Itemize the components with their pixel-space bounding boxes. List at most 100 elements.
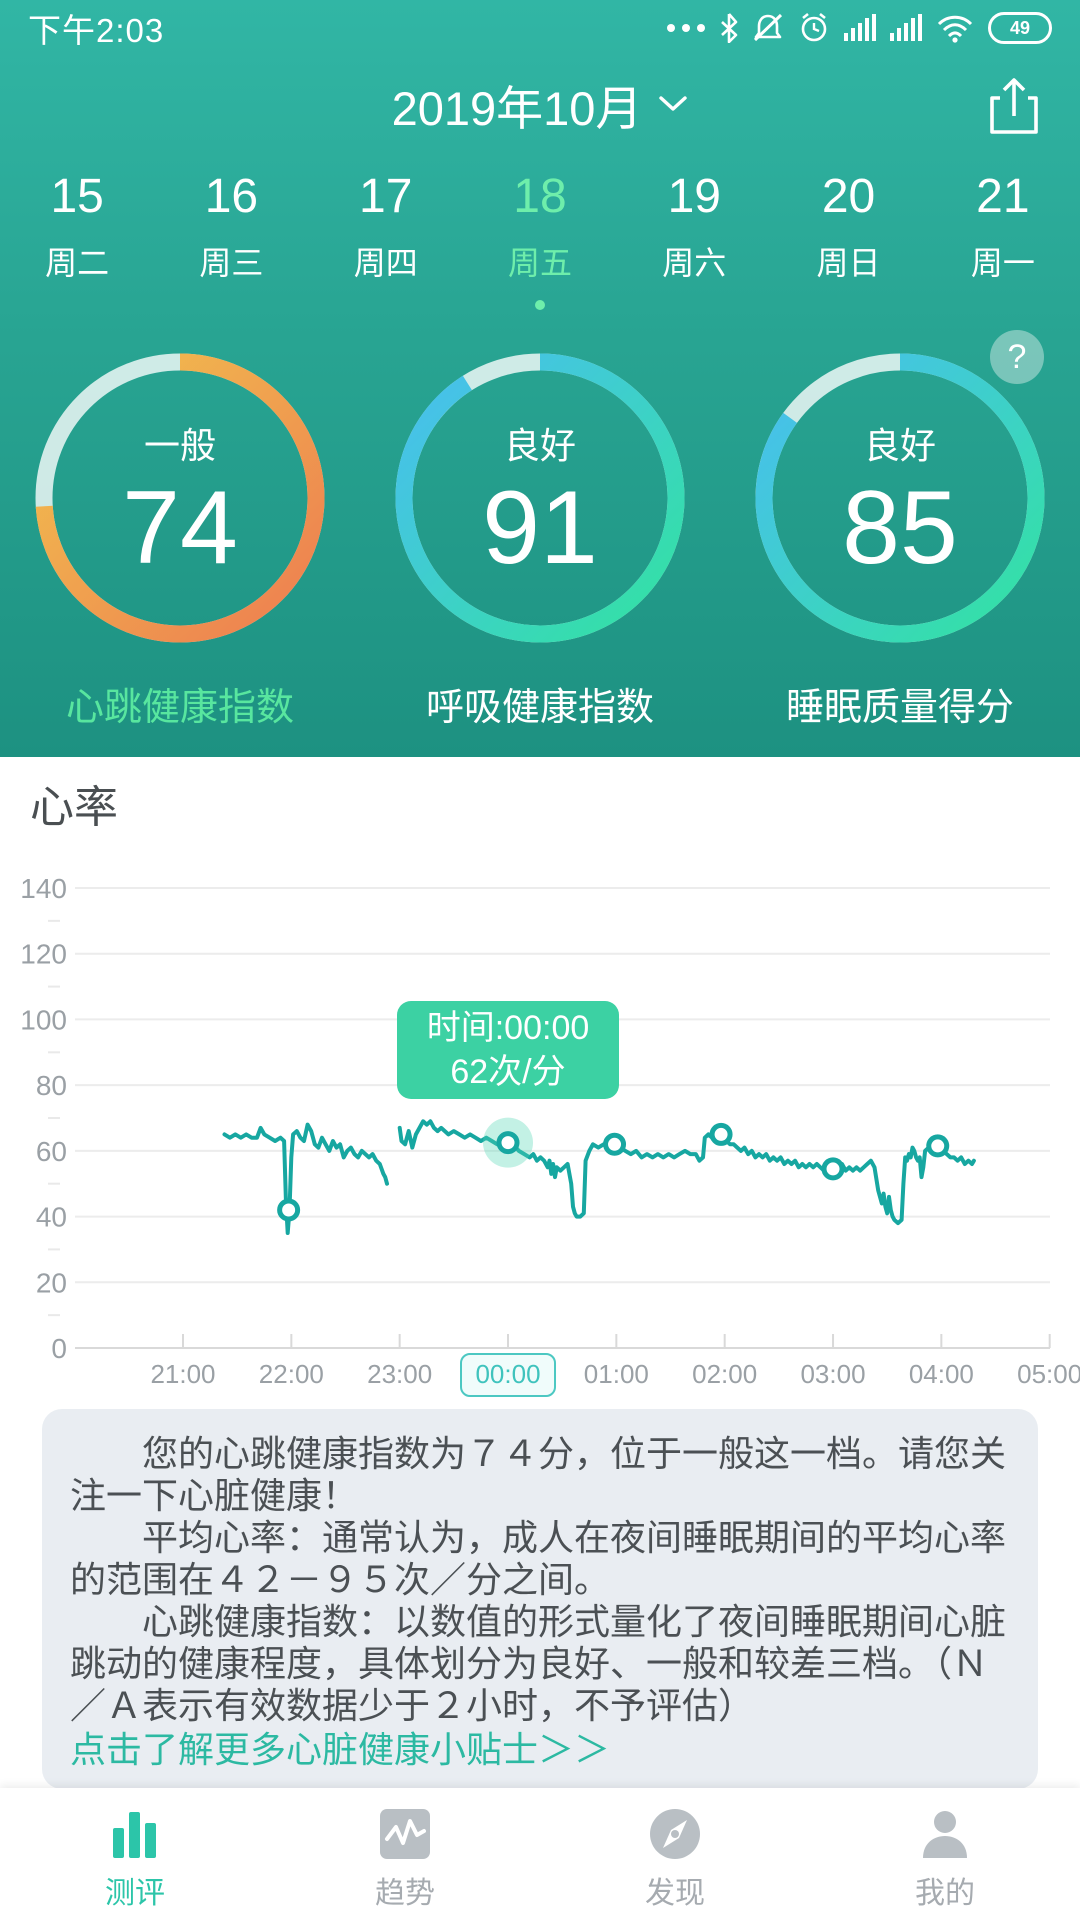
signal-icon <box>844 14 876 41</box>
day-number: 16 <box>204 170 259 223</box>
day-16[interactable]: 16 周三 <box>154 168 308 310</box>
svg-text:100: 100 <box>20 1004 67 1035</box>
info-paragraph-1: 您的心跳健康指数为７４分，位于一般这一档。请您关注一下心脏健康！ <box>70 1433 1007 1516</box>
day-weekday: 周日 <box>816 245 881 281</box>
svg-text:22:00: 22:00 <box>259 1359 324 1389</box>
more-dots-icon <box>667 24 705 32</box>
selected-day-dot <box>72 300 82 310</box>
svg-text:120: 120 <box>20 939 67 970</box>
svg-text:03:00: 03:00 <box>800 1359 865 1389</box>
battery-icon: 49 <box>988 12 1052 44</box>
chevron-down-icon[interactable] <box>658 95 688 113</box>
day-weekday: 周六 <box>662 245 727 281</box>
selected-day-dot <box>998 300 1008 310</box>
day-number: 19 <box>667 170 721 223</box>
compass-icon <box>650 1809 700 1859</box>
gauge-score: 91 <box>482 470 598 586</box>
day-number: 18 <box>513 170 567 223</box>
selected-day-dot <box>226 300 236 310</box>
person-icon <box>923 1811 967 1858</box>
day-weekday: 周一 <box>970 245 1035 281</box>
wifi-icon <box>937 15 973 43</box>
share-button[interactable] <box>982 72 1046 145</box>
day-20[interactable]: 20 周日 <box>771 168 925 310</box>
heart-health-label[interactable]: 心跳健康指数 <box>65 687 294 729</box>
share-icon <box>990 78 1038 134</box>
alarm-clock-icon <box>801 12 827 42</box>
bar-chart-icon <box>113 1812 156 1858</box>
status-bar: 下午2:03 <box>0 0 1080 56</box>
health-info-panel: 您的心跳健康指数为７４分，位于一般这一档。请您关注一下心脏健康！ 平均心率：通常… <box>42 1409 1038 1789</box>
info-paragraph-3: 心跳健康指数：以数值的形式量化了夜间睡眠期间心脏跳动的健康程度，具体划分为良好、… <box>70 1601 1007 1726</box>
day-21[interactable]: 21 周一 <box>926 168 1080 310</box>
nav-label: 发现 <box>645 1877 705 1910</box>
gauge-status: 一般 <box>143 425 216 466</box>
heart-rate-section: 心率 0 20 40 60 80 100 120 140 21:00 22:00 23:00 00:0… <box>0 757 1080 1412</box>
bluetooth-icon <box>721 13 738 43</box>
day-15[interactable]: 15 周二 <box>0 168 154 310</box>
gauge-status: 良好 <box>863 425 936 466</box>
nav-tab-evaluation[interactable]: 测评 <box>0 1788 270 1920</box>
gauge-status: 良好 <box>503 425 576 466</box>
tooltip-time: 时间:00:00 <box>426 1008 590 1047</box>
selected-day-dot <box>844 300 854 310</box>
score-gauges: 一般 74 良好 91 良好 85 <box>0 347 1080 649</box>
svg-text:0: 0 <box>51 1333 67 1364</box>
selected-day-dot <box>689 300 699 310</box>
svg-text:20: 20 <box>36 1267 67 1298</box>
heart-health-gauge[interactable]: 一般 74 <box>0 347 360 649</box>
day-number: 17 <box>359 170 413 223</box>
gauge-labels: 心跳健康指数 呼吸健康指数 睡眠质量得分 <box>0 676 1080 731</box>
gauge-score: 85 <box>842 470 958 586</box>
day-19[interactable]: 19 周六 <box>617 168 771 310</box>
battery-percent: 49 <box>1009 18 1031 38</box>
clock-time: 下午2:03 <box>28 12 165 49</box>
svg-text:23:00: 23:00 <box>367 1359 432 1389</box>
bottom-nav: 测评 趋势 发现 <box>0 1788 1080 1920</box>
svg-text:02:00: 02:00 <box>692 1359 757 1389</box>
day-weekday: 周二 <box>45 245 110 281</box>
sleep-quality-gauge[interactable]: 良好 85 <box>720 347 1080 649</box>
svg-text:00:00: 00:00 <box>475 1359 540 1389</box>
month-row: 2019年10月 <box>0 66 1080 142</box>
selected-day-dot <box>381 300 391 310</box>
mute-icon <box>753 13 783 42</box>
nav-tab-trends[interactable]: 趋势 <box>270 1788 540 1920</box>
breath-health-label[interactable]: 呼吸健康指数 <box>425 687 654 729</box>
selected-day-dot <box>534 300 545 310</box>
nav-label: 趋势 <box>375 1877 435 1910</box>
signal-icon-2 <box>890 14 922 41</box>
help-button[interactable]: ? <box>990 330 1044 384</box>
day-weekday: 周四 <box>353 245 418 281</box>
nav-tab-discover[interactable]: 发现 <box>540 1788 810 1920</box>
heart-rate-chart[interactable]: 0 20 40 60 80 100 120 140 21:00 22:00 23:00 00:00 01… <box>0 852 1080 1402</box>
month-selector[interactable]: 2019年10月 <box>391 81 643 135</box>
breath-health-gauge[interactable]: 良好 91 <box>360 347 720 649</box>
day-number: 15 <box>50 170 104 223</box>
day-number: 20 <box>821 170 876 223</box>
hero-header: 下午2:03 <box>0 0 1080 757</box>
svg-text:01:00: 01:00 <box>584 1359 649 1389</box>
svg-text:04:00: 04:00 <box>909 1359 974 1389</box>
status-icons: 49 <box>666 12 1052 44</box>
nav-label: 我的 <box>915 1877 975 1910</box>
nav-tab-profile[interactable]: 我的 <box>810 1788 1080 1920</box>
tooltip-value: 62次/分 <box>450 1052 566 1091</box>
nav-label: 测评 <box>105 1877 165 1910</box>
section-title: 心率 <box>30 783 118 832</box>
day-weekday: 周三 <box>199 245 264 281</box>
day-number: 21 <box>976 170 1030 223</box>
day-18[interactable]: 18 周五 <box>463 168 617 310</box>
svg-text:05:00: 05:00 <box>1017 1359 1080 1389</box>
day-17[interactable]: 17 周四 <box>309 168 463 310</box>
sleep-quality-label[interactable]: 睡眠质量得分 <box>785 687 1014 729</box>
heart-tips-link[interactable]: 点击了解更多心脏健康小贴士＞＞ <box>70 1729 611 1770</box>
chart-tooltip: 时间:00:00 62次/分 <box>397 1000 619 1099</box>
trend-icon <box>380 1809 430 1859</box>
svg-text:80: 80 <box>36 1070 67 1101</box>
info-paragraph-2: 平均心率：通常认为，成人在夜间睡眠期间的平均心率的范围在４２－９５次／分之间。 <box>70 1517 1007 1600</box>
svg-text:140: 140 <box>20 873 67 904</box>
svg-text:21:00: 21:00 <box>150 1359 215 1389</box>
date-picker: 15 周二 16 周三 17 周四 18 周五 19 周六 <box>0 168 1080 310</box>
